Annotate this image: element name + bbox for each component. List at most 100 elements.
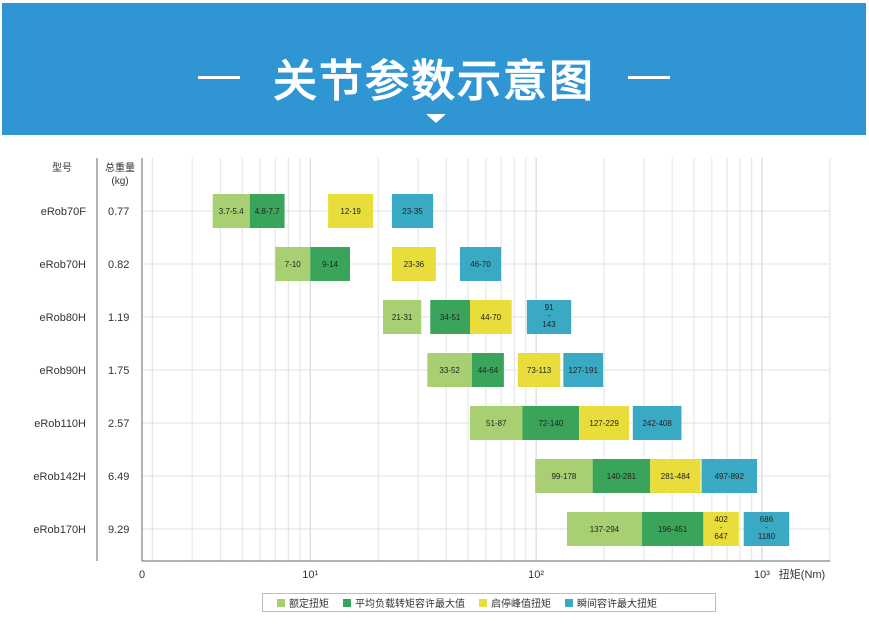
row-model-label: eRob80H	[40, 312, 87, 324]
legend-swatch	[277, 598, 285, 607]
legend-item: 启停峰值扭矩	[479, 595, 551, 610]
bar-label: 91	[545, 303, 554, 312]
bar-label: 196-451	[658, 525, 688, 534]
bar-label: 21-31	[392, 313, 413, 322]
row-weight-label: 0.77	[108, 206, 129, 218]
column-header-model: 型号	[52, 161, 72, 174]
x-tick-label: 10²	[528, 569, 544, 581]
bar-label: 127-191	[569, 366, 599, 375]
legend-label: 额定扭矩	[289, 599, 329, 610]
bar	[641, 512, 704, 546]
header-banner: 关节参数示意图	[2, 3, 866, 135]
x-tick-label: 10¹	[302, 569, 318, 581]
bar-label: 34-51	[440, 313, 461, 322]
bar	[526, 300, 572, 334]
bar-label: 73-113	[527, 366, 552, 375]
legend-label: 瞬间容许最大扭矩	[577, 599, 657, 610]
row-model-label: eRob170H	[33, 524, 86, 536]
bar-label: 686	[760, 515, 774, 524]
bar-label: 9-14	[322, 260, 339, 269]
bar	[459, 247, 502, 281]
row-weight-label: 2.57	[108, 418, 129, 430]
row-weight-label: 6.49	[108, 471, 129, 483]
bar	[328, 194, 374, 228]
bar-label: 12-19	[340, 207, 361, 216]
bar	[522, 406, 580, 440]
bar-label: 281-484	[661, 472, 691, 481]
page-title: 关节参数示意图	[273, 56, 595, 107]
bar-label: 44-64	[478, 366, 499, 375]
bar-label: 140-281	[607, 472, 637, 481]
row-weight-label: 0.82	[108, 259, 129, 271]
x-axis-label: 扭矩(Nm)	[779, 567, 825, 581]
chevron-down-icon	[426, 114, 446, 123]
bar	[470, 300, 512, 334]
bar	[566, 512, 642, 546]
bar	[310, 247, 351, 281]
column-header-weight: 总重量	[105, 161, 135, 174]
bar	[701, 459, 757, 493]
bar	[632, 406, 682, 440]
row-model-label: eRob142H	[33, 471, 86, 483]
bar-label: -	[548, 311, 551, 320]
bar	[579, 406, 630, 440]
bar-label: 23-36	[404, 260, 425, 269]
bar	[650, 459, 701, 493]
bar-label: 1180	[758, 532, 776, 541]
legend-swatch	[565, 598, 573, 607]
row-model-label: eRob70H	[40, 259, 87, 271]
bar-label: 127-229	[589, 419, 619, 428]
x-tick-label: 10³	[754, 569, 770, 581]
bar-label: 23-35	[402, 207, 423, 216]
legend-label: 启停峰值扭矩	[491, 599, 551, 610]
row-weight-label: 1.19	[108, 312, 129, 324]
bar	[427, 353, 472, 387]
legend-item: 平均负载转矩容许最大值	[343, 595, 465, 610]
bar	[212, 194, 250, 228]
bar	[703, 512, 739, 546]
title-right-dash	[628, 76, 670, 79]
chart-legend: 额定扭矩 平均负载转矩容许最大值 启停峰值扭矩 瞬间容许最大扭矩	[262, 593, 716, 612]
bar	[383, 300, 422, 334]
bar-label: 4.8-7.7	[255, 207, 280, 216]
row-model-label: eRob70F	[41, 206, 87, 218]
bar	[535, 459, 593, 493]
bar-label: 44-70	[481, 313, 502, 322]
bar-label: -	[720, 523, 723, 532]
row-model-label: eRob110H	[34, 418, 86, 430]
bar-label: -	[765, 523, 768, 532]
bar	[391, 247, 436, 281]
bar	[471, 353, 504, 387]
bar	[563, 353, 604, 387]
bar	[391, 194, 434, 228]
bar	[592, 459, 651, 493]
bar	[249, 194, 285, 228]
bar-label: 51-87	[486, 419, 507, 428]
legend-swatch	[479, 598, 487, 607]
bar-label: 242-408	[642, 419, 672, 428]
bar	[275, 247, 311, 281]
bar	[430, 300, 471, 334]
row-weight-label: 9.29	[108, 524, 129, 536]
bar	[470, 406, 523, 440]
bar-label: 143	[542, 320, 556, 329]
x-tick-label: 0	[139, 569, 145, 581]
title-left-dash	[198, 76, 240, 79]
legend-item: 额定扭矩	[277, 595, 329, 610]
row-weight-label: 1.75	[108, 365, 129, 377]
row-model-label: eRob90H	[40, 365, 87, 377]
bar	[743, 512, 790, 546]
legend-label: 平均负载转矩容许最大值	[355, 599, 465, 610]
bar-label: 3.7-5.4	[219, 207, 244, 216]
bar-label: 33-52	[439, 366, 460, 375]
bar	[517, 353, 561, 387]
legend-swatch	[343, 598, 351, 607]
bar-label: 7-10	[285, 260, 302, 269]
column-header-weight-unit: (kg)	[111, 176, 128, 187]
bar-label: 137-294	[590, 525, 620, 534]
bar-label: 497-892	[715, 472, 745, 481]
bar-label: 46-70	[470, 260, 491, 269]
bar-label: 402	[714, 515, 728, 524]
legend-item: 瞬间容许最大扭矩	[565, 595, 657, 610]
